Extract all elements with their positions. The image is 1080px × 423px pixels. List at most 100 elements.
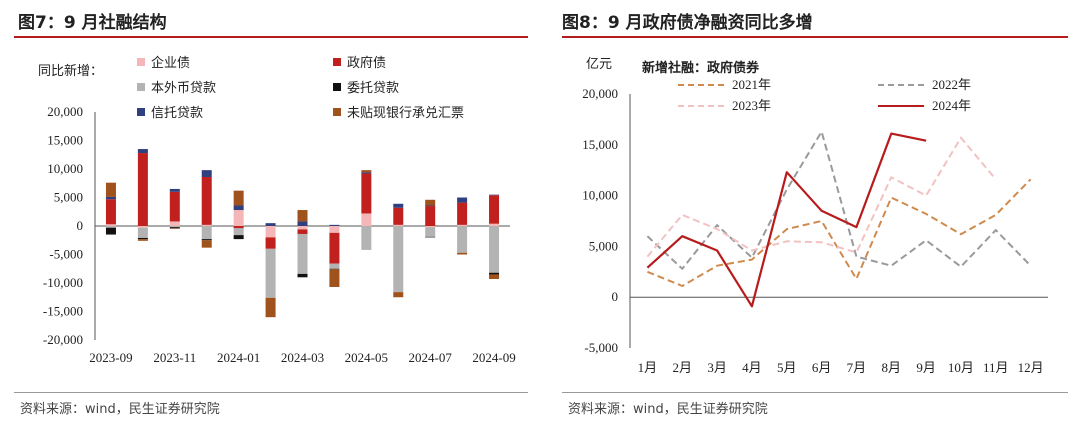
- series-line-2023年: [646, 136, 997, 258]
- footer-divider: [14, 392, 528, 393]
- left-chart-panel: 图7：9 月社融结构 同比新增： 企业债 政府债 本外币贷款 委托贷款 信托贷款 未贴现银行…: [14, 13, 528, 417]
- bar-segment: [233, 235, 244, 240]
- legend-label: 企业债: [151, 55, 190, 71]
- bar-segment: [105, 226, 116, 228]
- x-tick-label: 2024-03: [281, 350, 324, 365]
- bar-segment: [137, 226, 148, 228]
- bar-segment: [457, 252, 468, 255]
- x-tick-label: 8月: [881, 360, 901, 375]
- legend-swatch: [137, 58, 145, 66]
- bar-segment: [329, 269, 340, 287]
- bar-segment: [169, 221, 180, 226]
- bar-segment: [137, 153, 148, 226]
- bar-segment: [169, 191, 180, 222]
- y-tick-label: -15,000: [43, 304, 83, 319]
- bar-segment: [393, 203, 404, 208]
- bar-segment: [169, 226, 180, 228]
- bar-segment: [425, 206, 436, 226]
- bar-segment: [361, 173, 372, 214]
- y-tick-label: 20,000: [582, 86, 618, 101]
- x-tick-label: 7月: [847, 360, 867, 375]
- bar-segment: [265, 237, 276, 249]
- bar-segment: [297, 221, 308, 226]
- x-tick-label: 9月: [916, 360, 936, 375]
- title-divider: [14, 36, 528, 38]
- x-tick-label: 2024-05: [345, 350, 388, 365]
- bar-segment: [233, 226, 244, 229]
- bar-segment: [105, 182, 116, 197]
- bar-segment: [457, 224, 468, 226]
- bar-segment: [297, 233, 308, 274]
- bar-segment: [489, 223, 500, 226]
- legend-label: 2023年: [732, 98, 771, 113]
- legend-swatch: [333, 83, 341, 91]
- source-note: 资料来源：wind，民生证券研究院: [568, 402, 768, 417]
- y-tick-label: -5,000: [49, 247, 83, 262]
- bar-segment: [265, 297, 276, 318]
- x-tick-label: 10月: [948, 360, 974, 375]
- bar-segment: [425, 227, 436, 237]
- bar-segment: [169, 227, 180, 229]
- bar-segment: [265, 223, 276, 226]
- bar-segment: [489, 194, 500, 196]
- x-tick-label: 11月: [983, 360, 1009, 375]
- bar-segment: [233, 210, 244, 226]
- bar-segment: [201, 240, 212, 248]
- x-tick-label: 2024-01: [217, 350, 260, 365]
- bar-segment: [233, 228, 244, 236]
- legend-swatch: [333, 108, 341, 116]
- legend-swatch: [137, 83, 145, 91]
- bar-segment: [233, 190, 244, 206]
- bar-segment: [425, 199, 436, 206]
- chart-title: 图7：9 月社融结构: [18, 13, 167, 33]
- bar-segment: [201, 176, 212, 225]
- bar-segment: [329, 263, 340, 269]
- y-tick-label: 10,000: [47, 161, 83, 176]
- bar-segment: [393, 224, 404, 226]
- legend-label: 未贴现银行承兑汇票: [347, 106, 464, 121]
- bar-segment: [361, 170, 372, 173]
- y-tick-label: 20,000: [47, 104, 83, 119]
- y-tick-label: -20,000: [43, 332, 83, 347]
- y-tick-label: 15,000: [582, 137, 618, 152]
- source-note: 资料来源：wind，民生证券研究院: [20, 402, 220, 417]
- bar-segment: [393, 207, 404, 225]
- x-tick-label: 3月: [707, 360, 727, 375]
- legend-label: 2024年: [932, 98, 971, 113]
- y-tick-label: 10,000: [582, 188, 618, 203]
- bar-segment: [169, 228, 180, 229]
- right-chart-panel: 图8：9 月政府债净融资同比多增 亿元 新增社融：政府债券 -5,000 0 5,000…: [548, 0, 1080, 423]
- bar-segment: [489, 272, 500, 275]
- x-tick-label: 2024-09: [472, 350, 515, 365]
- bar-segment: [137, 237, 148, 240]
- bar-segment: [489, 226, 500, 273]
- y-tick-label: 0: [77, 218, 84, 233]
- bar-segment: [137, 239, 148, 241]
- bar-segment: [297, 226, 308, 230]
- bar-segment: [105, 196, 116, 200]
- x-tick-label: 12月: [1018, 360, 1044, 375]
- bar-segment: [137, 227, 148, 238]
- bar-segment: [201, 239, 212, 241]
- bar-segment: [105, 227, 116, 235]
- legend-swatch: [333, 58, 341, 66]
- chart-inner-title: 新增社融：政府债券: [642, 60, 760, 76]
- legend-label: 委托贷款: [347, 81, 399, 96]
- bar-segment: [233, 205, 244, 211]
- footer-divider: [562, 392, 1068, 393]
- series-line-2024年: [646, 132, 927, 308]
- x-tick-label: 4月: [742, 360, 762, 375]
- bar-segment: [329, 224, 340, 226]
- series-line-2021年: [647, 178, 1032, 287]
- bar-segment: [265, 226, 276, 238]
- legend-title: 同比新增：: [38, 63, 103, 79]
- bar-segment: [393, 226, 404, 293]
- legend-label: 政府债: [347, 56, 386, 71]
- x-tick-label: 6月: [812, 360, 832, 375]
- bar-segment: [457, 197, 468, 203]
- y-tick-label: 15,000: [47, 133, 83, 148]
- x-tick-label: 5月: [777, 360, 797, 375]
- y-tick-label: -10,000: [43, 275, 83, 290]
- bar-segment: [457, 202, 468, 225]
